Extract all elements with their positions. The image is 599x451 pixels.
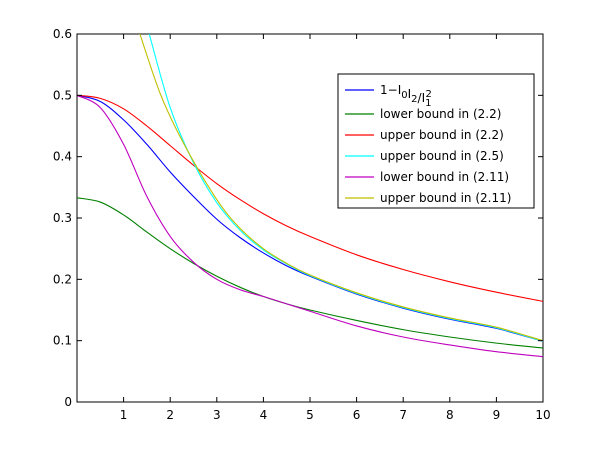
- legend-label-1: 1−I0I2/I12: [380, 83, 432, 109]
- x-tick-label: 10: [535, 408, 550, 422]
- legend-label-2: lower bound in (2.2): [380, 107, 501, 121]
- x-tick-label: 6: [353, 408, 361, 422]
- x-tick-label: 7: [399, 408, 407, 422]
- y-axis: 0 0.1 0.2 0.3 0.4 0.5 0.6: [53, 27, 543, 409]
- legend-label-4: upper bound in (2.5): [380, 149, 504, 163]
- series-line-2: [77, 197, 543, 349]
- x-tick-label: 5: [306, 408, 314, 422]
- x-tick-label: 2: [166, 408, 174, 422]
- y-tick-label: 0.4: [53, 150, 72, 164]
- x-tick-label: 9: [493, 408, 501, 422]
- y-tick-label: 0.1: [53, 334, 72, 348]
- x-tick-label: 4: [260, 408, 268, 422]
- legend-box: [337, 73, 535, 209]
- x-tick-label: 1: [120, 408, 128, 422]
- y-tick-label: 0.2: [53, 272, 72, 286]
- x-tick-label: 8: [446, 408, 454, 422]
- y-tick-label: 0.5: [53, 88, 72, 102]
- series-layer: [77, 34, 543, 358]
- y-tick-label: 0.3: [53, 211, 72, 225]
- legend-label-6: upper bound in (2.11): [380, 191, 511, 205]
- x-tick-label: 3: [213, 408, 221, 422]
- y-tick-label: 0.6: [53, 27, 72, 41]
- legend-label-5: lower bound in (2.11): [380, 170, 509, 184]
- x-axis: 1 2 3 4 5 6 7 8 9 10: [120, 34, 551, 422]
- legend-label-3: upper bound in (2.2): [380, 128, 504, 142]
- series-line-6: [139, 34, 543, 342]
- y-tick-label: 0: [64, 395, 72, 409]
- series-line-1: [77, 94, 543, 342]
- series-line-5: [77, 94, 543, 358]
- series-line-3: [77, 94, 543, 302]
